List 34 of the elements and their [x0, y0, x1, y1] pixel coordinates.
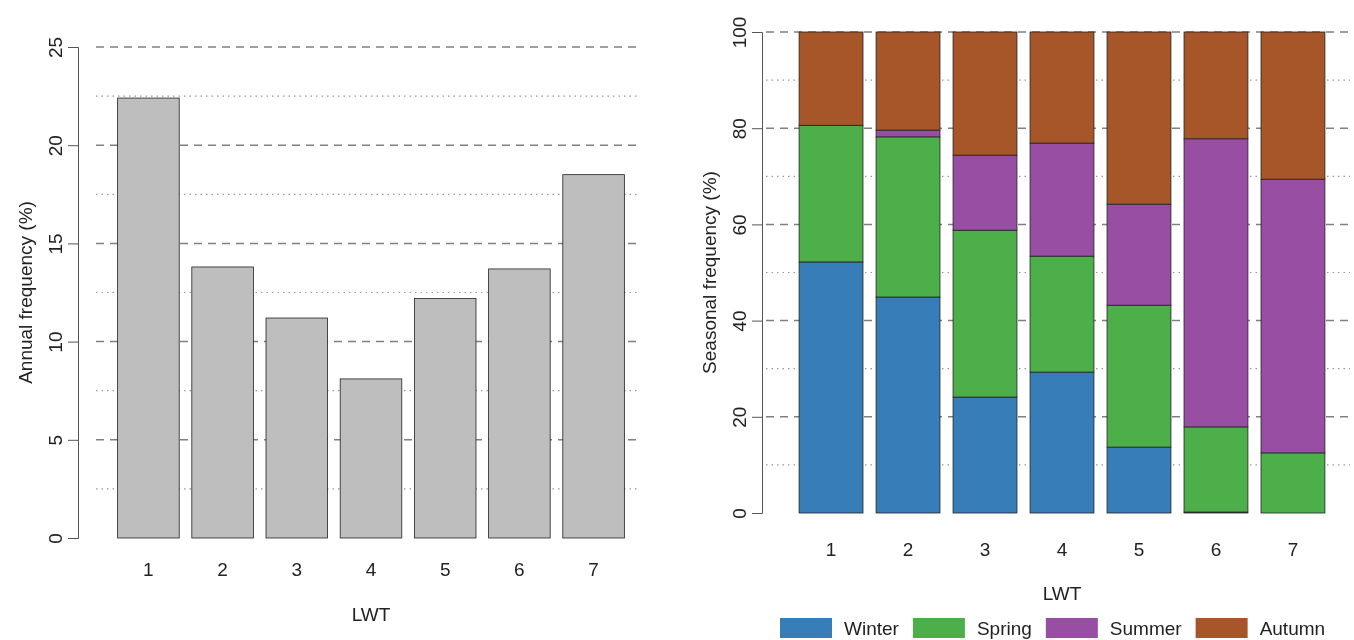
y-tick-label: 0: [729, 508, 750, 519]
x-tick-label: 1: [143, 559, 154, 580]
x-tick-label: 4: [1056, 539, 1068, 560]
x-tick-label: 2: [217, 559, 228, 580]
x-tick-label: 1: [825, 539, 837, 560]
y-tick-label: 80: [729, 118, 750, 140]
legend-label: Winter: [844, 618, 900, 639]
y-axis-title: Seasonal frequency (%): [699, 171, 720, 374]
legend-label: Summer: [1109, 618, 1183, 639]
x-tick-label: 5: [439, 559, 451, 580]
y-tick-label: 25: [45, 36, 66, 59]
x-axis-title: LWT: [351, 604, 391, 625]
y-tick-label: 15: [45, 233, 66, 255]
x-tick-label: 6: [1210, 539, 1222, 560]
x-tick-label: 6: [514, 559, 525, 580]
y-tick-label: 20: [729, 406, 750, 428]
x-tick-label: 7: [1287, 539, 1299, 560]
x-tick-label: 3: [979, 539, 991, 560]
y-tick-label: 0: [45, 533, 66, 544]
y-axis-title: Annual frequency (%): [15, 201, 36, 384]
y-tick-label: 60: [729, 214, 750, 236]
x-axis-title: LWT: [1042, 583, 1082, 604]
legend-label: Spring: [976, 618, 1032, 639]
x-tick-label: 4: [365, 559, 377, 580]
y-tick-label: 40: [729, 310, 750, 332]
y-tick-label: 100: [729, 16, 750, 49]
x-tick-label: 7: [588, 559, 599, 580]
x-tick-label: 3: [291, 559, 303, 580]
y-tick-label: 10: [45, 331, 66, 353]
y-tick-label: 5: [45, 435, 66, 446]
legend-label: Autumn: [1259, 618, 1326, 639]
x-tick-label: 2: [902, 539, 914, 560]
y-tick-label: 20: [45, 135, 66, 157]
x-tick-label: 5: [1133, 539, 1145, 560]
